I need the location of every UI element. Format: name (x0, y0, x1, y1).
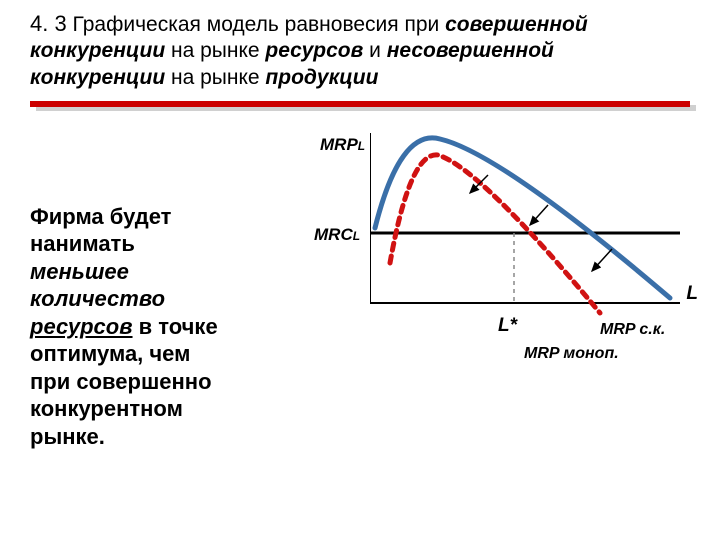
slide-title: 4. 3 Графическая модель равновесия при с… (0, 0, 720, 97)
body-text: Фирма будет нанимать меньшее количество … (0, 133, 320, 451)
mrc-label: MRCL (314, 225, 360, 245)
mrp-monopoly-label: MRP моноп. (524, 345, 619, 363)
chart-svg (370, 133, 700, 333)
body-line: при совершенно (30, 369, 212, 394)
y-axis-label: MRPL (320, 135, 365, 155)
body-line: нанимать (30, 231, 135, 256)
title-em-2: ресурсов (265, 39, 363, 62)
title-part-2: на рынке (165, 39, 265, 62)
body-line: конкурентном (30, 396, 183, 421)
title-part-1: Графическая модель равновесия при (67, 13, 445, 36)
body-em: меньшее (30, 259, 129, 284)
body-line: оптимума, чем (30, 341, 190, 366)
section-number: 4. 3 (30, 11, 67, 36)
equilibrium-chart: MRPL MRCL L L* MRP с.к. MRP моноп. (320, 133, 700, 393)
body-em-underline: ресурсов (30, 314, 133, 339)
title-part-3: и (363, 39, 386, 62)
title-em-4: продукции (265, 66, 378, 89)
body-line: Фирма будет (30, 204, 171, 229)
body-em: количество (30, 286, 165, 311)
body-line: в точке (133, 314, 218, 339)
body-line: рынке. (30, 424, 105, 449)
title-part-4: на рынке (165, 66, 265, 89)
